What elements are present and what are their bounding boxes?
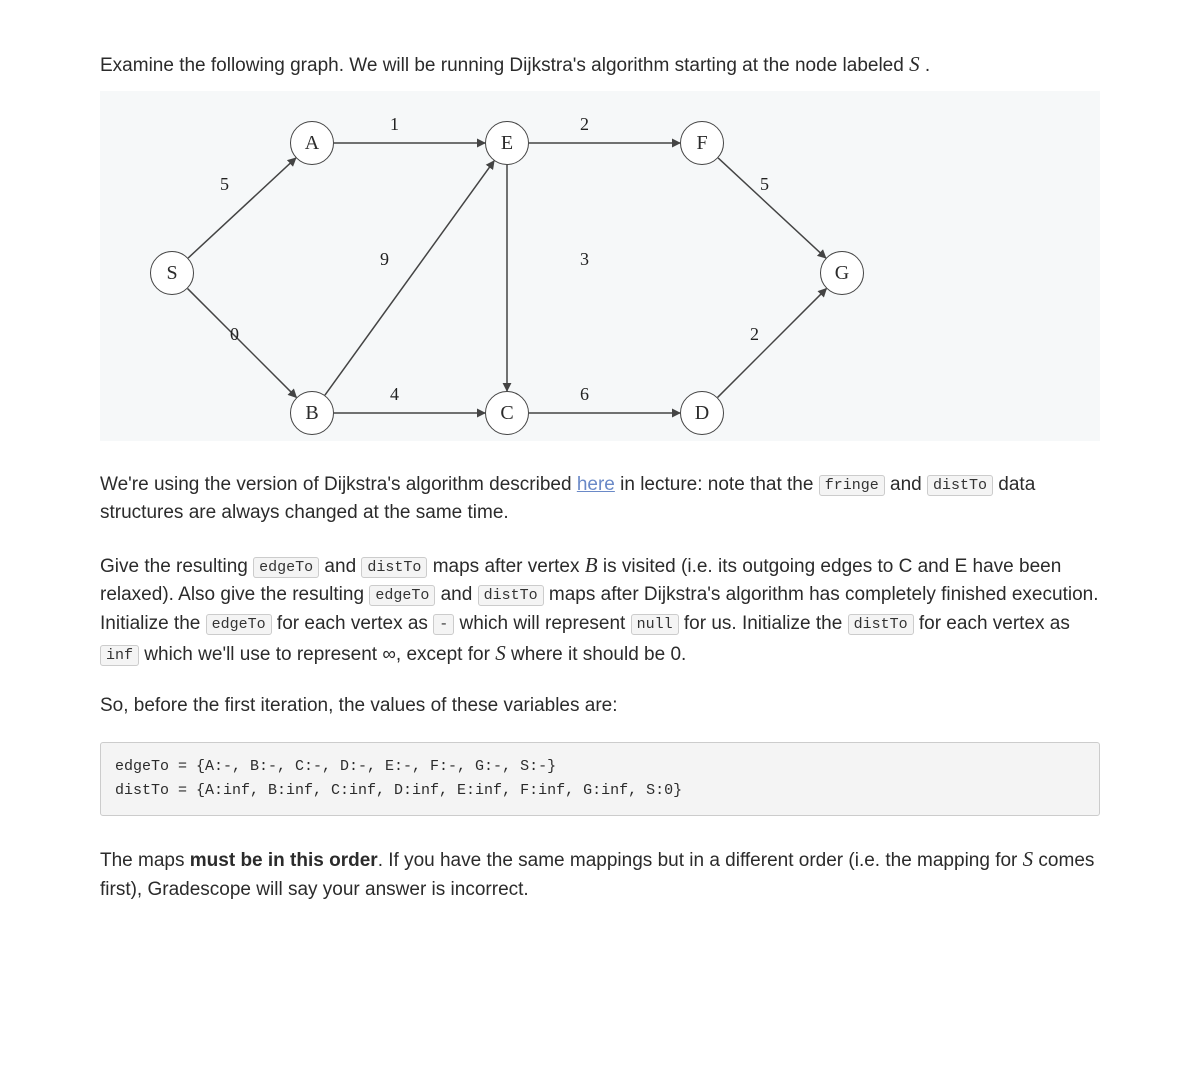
node-D: D [680, 391, 724, 435]
paragraph-order-warning: The maps must be in this order. If you h… [100, 844, 1100, 904]
code-inf: inf [100, 645, 139, 666]
paragraph-algorithm-note: We're using the version of Dijkstra's al… [100, 471, 1100, 528]
text: and [435, 584, 477, 605]
edge-weight-E-F: 2 [580, 111, 589, 138]
edge-weight-C-D: 6 [580, 381, 589, 408]
text: for us. Initialize the [679, 613, 848, 634]
intro-text-post: . [920, 55, 931, 76]
text: maps after vertex [427, 556, 584, 577]
node-C: C [485, 391, 529, 435]
edge-weight-A-E: 1 [390, 111, 399, 138]
paragraph-instructions: Give the resulting edgeTo and distTo map… [100, 550, 1100, 670]
text: for each vertex as [272, 613, 434, 634]
text: and [885, 474, 927, 495]
graph-edges-svg [100, 91, 1100, 441]
text: in lecture: note that the [615, 474, 819, 495]
intro-variable-S: S [909, 52, 920, 76]
edge-S-B [188, 288, 297, 397]
node-E: E [485, 121, 529, 165]
text: which will represent [454, 613, 630, 634]
var-S: S [1023, 847, 1034, 871]
edge-weight-S-A: 5 [220, 171, 229, 198]
node-A: A [290, 121, 334, 165]
edge-S-A [188, 157, 296, 257]
node-F: F [680, 121, 724, 165]
edge-weight-S-B: 0 [230, 321, 239, 348]
text: We're using the version of Dijkstra's al… [100, 474, 577, 495]
text: where it should be 0. [506, 644, 687, 665]
code-edgeTo: edgeTo [206, 614, 272, 635]
edge-B-E [325, 160, 494, 394]
code-dash: - [433, 614, 454, 635]
code-distTo: distTo [927, 475, 993, 496]
code-distTo: distTo [478, 585, 544, 606]
text: Give the resulting [100, 556, 253, 577]
edge-weight-E-C: 3 [580, 246, 589, 273]
code-distTo: distTo [361, 557, 427, 578]
edge-weight-D-G: 2 [750, 321, 759, 348]
edge-D-G [718, 288, 827, 397]
code-distTo: distTo [848, 614, 914, 635]
graph-figure: 5 0 1 9 4 3 2 6 5 2 S A B E C F D G [100, 91, 1100, 441]
paragraph-before-iteration: So, before the first iteration, the valu… [100, 692, 1100, 721]
intro-paragraph: Examine the following graph. We will be … [100, 49, 1100, 81]
var-B: B [585, 553, 598, 577]
code-edgeTo: edgeTo [369, 585, 435, 606]
edge-weight-F-G: 5 [760, 171, 769, 198]
node-S: S [150, 251, 194, 295]
code-edgeTo: edgeTo [253, 557, 319, 578]
var-S: S [495, 641, 506, 665]
node-G: G [820, 251, 864, 295]
text: which we'll use to represent ∞, except f… [139, 644, 495, 665]
text: . If you have the same mappings but in a… [378, 850, 1023, 871]
edge-F-G [718, 157, 826, 257]
question-page: Examine the following graph. We will be … [0, 0, 1200, 1088]
initial-state-codeblock: edgeTo = {A:-, B:-, C:-, D:-, E:-, F:-, … [100, 742, 1100, 816]
text: for each vertex as [914, 613, 1070, 634]
bold-must-be-in-order: must be in this order [190, 850, 378, 871]
edge-weight-B-E: 9 [380, 246, 389, 273]
lecture-link[interactable]: here [577, 474, 615, 495]
text: The maps [100, 850, 190, 871]
code-null: null [631, 614, 679, 635]
text: and [319, 556, 361, 577]
code-fringe: fringe [819, 475, 885, 496]
edge-weight-B-C: 4 [390, 381, 399, 408]
node-B: B [290, 391, 334, 435]
intro-text: Examine the following graph. We will be … [100, 55, 909, 76]
